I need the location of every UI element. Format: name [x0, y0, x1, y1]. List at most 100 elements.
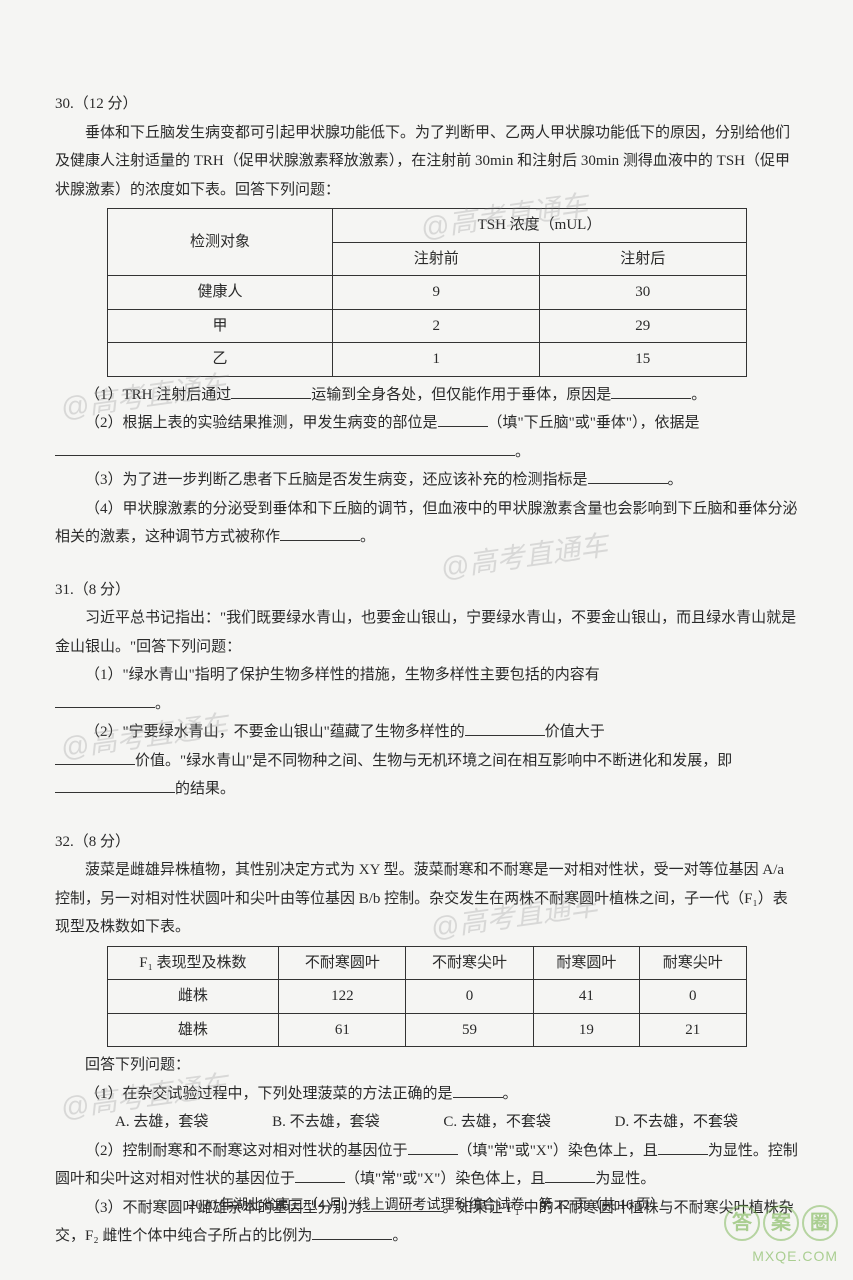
- blank: [55, 778, 175, 793]
- q30-header: 30.（12 分）: [55, 90, 798, 119]
- cell-after: 30: [539, 276, 746, 310]
- q31-sub2-cont: 价值。"绿水青山"是不同物种之间、生物与无机环境之间在相互影响中不断进化和发展，…: [55, 747, 798, 804]
- cell-val: 19: [533, 1013, 639, 1047]
- blank: [280, 526, 360, 541]
- blank: [658, 1140, 708, 1155]
- blank: [588, 469, 668, 484]
- table-col: 耐寒尖叶: [640, 946, 746, 980]
- q30-sub3: （3）为了进一步判断乙患者下丘脑是否发生病变，还应该补充的检测指标是 。: [55, 466, 798, 495]
- cell-sex: 雌株: [107, 980, 279, 1014]
- text: 。: [503, 1086, 518, 1102]
- cell-val: 21: [640, 1013, 746, 1047]
- text: （1）在杂交试验过程中，下列处理菠菜的方法正确的是: [85, 1086, 453, 1102]
- q32-answer-prompt: 回答下列问题：: [55, 1051, 798, 1080]
- q30-intro: 垂体和下丘脑发生病变都可引起甲状腺功能低下。为了判断甲、乙两人甲状腺功能低下的原…: [55, 119, 798, 205]
- text: （1）"绿水青山"指明了保护生物多样性的措施，生物多样性主要包括的内容有: [85, 667, 600, 683]
- blank: [55, 441, 515, 456]
- table-header-subject: 检测对象: [107, 209, 333, 276]
- text: （填"常"或"X"）染色体上，且: [345, 1171, 545, 1187]
- cell-before: 9: [333, 276, 539, 310]
- cell-val: 0: [406, 980, 533, 1014]
- question-32: 32.（8 分） 菠菜是雌雄异株植物，其性别决定方式为 XY 型。菠菜耐寒和不耐…: [55, 828, 798, 1251]
- cell-val: 122: [279, 980, 406, 1014]
- option-c: C. 去雄，不套袋: [413, 1108, 551, 1137]
- cell-val: 0: [640, 980, 746, 1014]
- q31-header: 31.（8 分）: [55, 576, 798, 605]
- cell-subject: 健康人: [107, 276, 333, 310]
- cell-before: 1: [333, 343, 539, 377]
- blank: [453, 1083, 503, 1098]
- cell-val: 61: [279, 1013, 406, 1047]
- branding-char: 答: [724, 1205, 760, 1241]
- text: 。: [155, 696, 170, 712]
- text: 。: [392, 1228, 407, 1244]
- branding-char: 案: [763, 1205, 799, 1241]
- blank: [611, 384, 691, 399]
- q32-table: F₁ 表现型及株数 不耐寒圆叶 不耐寒尖叶 耐寒圆叶 耐寒尖叶 雌株 122 0…: [107, 946, 747, 1048]
- text: （4）甲状腺激素的分泌受到垂体和下丘脑的调节，但血液中的甲状腺激素含量也会影响到…: [55, 501, 798, 546]
- table-row: 健康人 9 30: [107, 276, 746, 310]
- text: 运输到全身各处，但仅能作用于垂体，原因是: [311, 387, 611, 403]
- table-row: 乙 1 15: [107, 343, 746, 377]
- table-col: 不耐寒尖叶: [406, 946, 533, 980]
- text: （填"常"或"X"）染色体上，且: [458, 1143, 658, 1159]
- table-header-f1: F₁ 表现型及株数: [107, 946, 279, 980]
- q32-sub2: （2）控制耐寒和不耐寒这对相对性状的基因位于（填"常"或"X"）染色体上，且为显…: [55, 1137, 798, 1194]
- branding-watermark: 答 案 圈 MXQE.COM: [724, 1205, 838, 1270]
- cell-after: 15: [539, 343, 746, 377]
- question-30: 30.（12 分） 垂体和下丘脑发生病变都可引起甲状腺功能低下。为了判断甲、乙两…: [55, 90, 798, 552]
- q32-sub1: （1）在杂交试验过程中，下列处理菠菜的方法正确的是 。: [55, 1080, 798, 1109]
- blank: [295, 1168, 345, 1183]
- table-header-tsh: TSH 浓度（mUL）: [333, 209, 746, 243]
- option-b: B. 不去雄，套袋: [242, 1108, 380, 1137]
- q32-header: 32.（8 分）: [55, 828, 798, 857]
- text: 。: [691, 387, 706, 403]
- text: 。: [668, 472, 683, 488]
- q31-sub1-blank: 。: [55, 690, 798, 719]
- q30-sub2-cont: 。: [55, 438, 798, 467]
- blank: [231, 384, 311, 399]
- table-col: 不耐寒圆叶: [279, 946, 406, 980]
- branding-badge: 答 案 圈: [724, 1205, 838, 1241]
- table-col-after: 注射后: [539, 242, 746, 276]
- option-d: D. 不去雄，不套袋: [585, 1108, 738, 1137]
- branding-char: 圈: [802, 1205, 838, 1241]
- text: （3）为了进一步判断乙患者下丘脑是否发生病变，还应该补充的检测指标是: [85, 472, 588, 488]
- cell-sex: 雄株: [107, 1013, 279, 1047]
- text: （填"下丘脑"或"垂体"），依据是: [488, 415, 700, 431]
- text: 。: [515, 444, 530, 460]
- cell-before: 2: [333, 309, 539, 343]
- table-row: 雄株 61 59 19 21: [107, 1013, 746, 1047]
- q31-intro: 习近平总书记指出："我们既要绿水青山，也要金山银山，宁要绿水青山，不要金山银山，…: [55, 604, 798, 661]
- blank: [545, 1168, 595, 1183]
- text: 。: [360, 529, 375, 545]
- text: 价值。"绿水青山"是不同物种之间、生物与无机环境之间在相互影响中不断进化和发展，…: [135, 753, 732, 769]
- text: （2）控制耐寒和不耐寒这对相对性状的基因位于: [85, 1143, 408, 1159]
- q30-table: 检测对象 TSH 浓度（mUL） 注射前 注射后 健康人 9 30 甲 2 29…: [107, 208, 747, 377]
- table-col: 耐寒圆叶: [533, 946, 639, 980]
- q31-sub1: （1）"绿水青山"指明了保护生物多样性的措施，生物多样性主要包括的内容有: [55, 661, 798, 690]
- q30-sub1: （1）TRH 注射后通过 运输到全身各处，但仅能作用于垂体，原因是 。: [55, 381, 798, 410]
- cell-after: 29: [539, 309, 746, 343]
- table-col-before: 注射前: [333, 242, 539, 276]
- q32-options: A. 去雄，套袋 B. 不去雄，套袋 C. 去雄，不套袋 D. 不去雄，不套袋: [55, 1108, 798, 1137]
- blank: [408, 1140, 458, 1155]
- question-31: 31.（8 分） 习近平总书记指出："我们既要绿水青山，也要金山银山，宁要绿水青…: [55, 576, 798, 804]
- cell-val: 41: [533, 980, 639, 1014]
- text: （1）TRH 注射后通过: [85, 387, 231, 403]
- q32-intro: 菠菜是雌雄异株植物，其性别决定方式为 XY 型。菠菜耐寒和不耐寒是一对相对性状，…: [55, 856, 798, 942]
- cell-subject: 甲: [107, 309, 333, 343]
- text: 价值大于: [545, 724, 605, 740]
- branding-url: MXQE.COM: [752, 1243, 838, 1270]
- q31-sub2: （2）"宁要绿水青山，不要金山银山"蕴藏了生物多样性的 价值大于: [55, 718, 798, 747]
- blank: [465, 721, 545, 736]
- text: 的结果。: [175, 781, 235, 797]
- q30-sub2: （2）根据上表的实验结果推测，甲发生病变的部位是 （填"下丘脑"或"垂体"），依据…: [55, 409, 798, 438]
- blank: [55, 693, 155, 708]
- q30-sub4: （4）甲状腺激素的分泌受到垂体和下丘脑的调节，但血液中的甲状腺激素含量也会影响到…: [55, 495, 798, 552]
- cell-val: 59: [406, 1013, 533, 1047]
- text: （2）根据上表的实验结果推测，甲发生病变的部位是: [85, 415, 438, 431]
- text: （2）"宁要绿水青山，不要金山银山"蕴藏了生物多样性的: [85, 724, 465, 740]
- blank: [55, 750, 135, 765]
- blank: [438, 412, 488, 427]
